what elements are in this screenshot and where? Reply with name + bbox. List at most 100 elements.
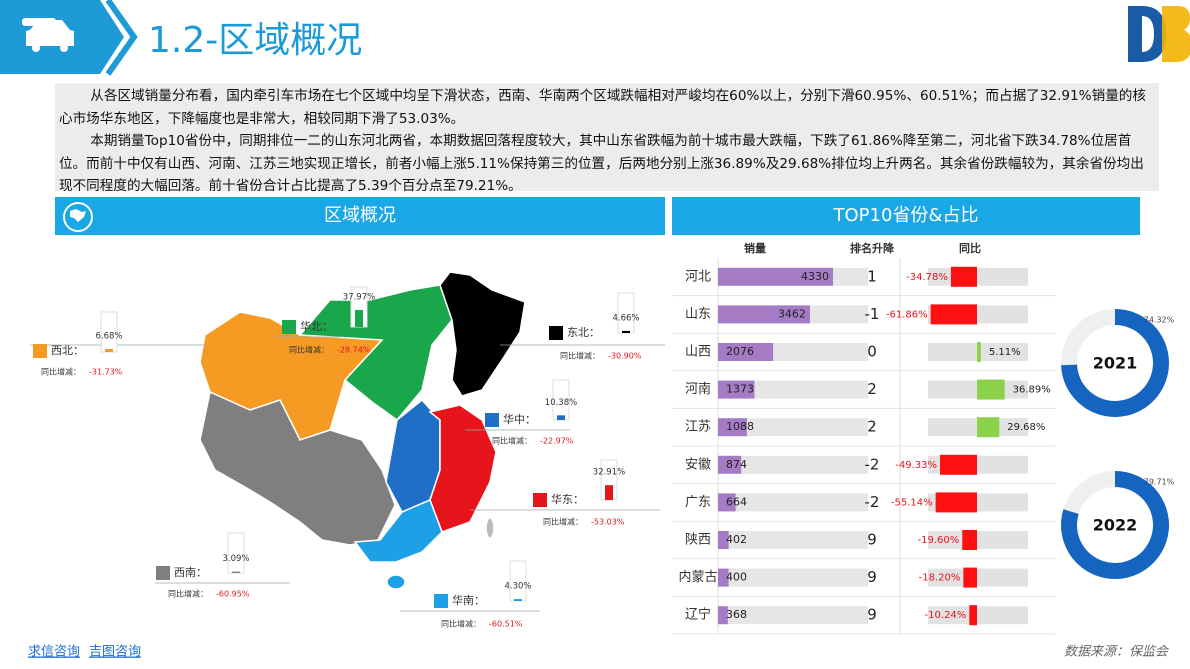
rank-change: -2 <box>865 493 880 511</box>
sales-label: 3462 <box>778 307 806 320</box>
rank-change: -2 <box>865 455 880 473</box>
sales-track <box>718 531 868 549</box>
sales-label: 874 <box>726 458 747 471</box>
map-icon <box>63 202 93 232</box>
donut-rest <box>1061 309 1115 366</box>
province: 广东 <box>685 495 711 510</box>
rank-change: 9 <box>867 531 877 549</box>
province: 河南 <box>685 381 711 397</box>
share-label: 32.91% <box>593 468 625 478</box>
sales-bar <box>718 343 774 361</box>
summary-paragraph: 本期销量Top10省份中，同期排位一二的山东河北两省，本期数据回落程度较大，其中… <box>59 133 1144 194</box>
region-swatch <box>485 413 499 427</box>
province: 陕西 <box>685 533 711 548</box>
yoy-bar <box>935 492 977 513</box>
share-label: 10.38% <box>545 398 577 408</box>
donut-label: 79.71% <box>1144 478 1175 487</box>
region-name: 西南： <box>174 566 207 579</box>
yoy-bar <box>963 567 977 588</box>
yoy-label: 29.68% <box>1007 422 1045 433</box>
change-caption: 同比增减： <box>289 345 329 355</box>
change-value: -53.03% <box>591 518 625 527</box>
share-bar <box>622 330 630 333</box>
province: 山东 <box>685 307 711 322</box>
panel-header <box>55 197 665 235</box>
region-swatch <box>549 326 563 340</box>
rank-change: -1 <box>865 305 880 323</box>
sales-bar <box>718 380 755 399</box>
header-chevron <box>105 0 138 76</box>
sales-track <box>718 493 868 512</box>
province: 江苏 <box>685 419 711 435</box>
region-name: 华南： <box>452 593 485 607</box>
rank-change: 9 <box>867 568 877 586</box>
region-name: 西北： <box>51 344 84 357</box>
province: 内蒙古 <box>678 569 717 585</box>
logo <box>1128 6 1190 62</box>
region-name: 华东： <box>551 492 584 506</box>
change-value: -60.95% <box>216 590 250 599</box>
change-caption: 同比增减： <box>492 436 532 446</box>
sales-label: 1373 <box>726 383 754 396</box>
yoy-track <box>928 606 1028 625</box>
car-icon <box>22 18 74 52</box>
sales-bar <box>718 606 728 625</box>
region-swatch <box>434 594 448 608</box>
province: 河北 <box>685 269 711 284</box>
change-value: -60.51% <box>489 620 523 629</box>
sales-label: 1088 <box>726 420 754 433</box>
sales-bar <box>718 568 729 587</box>
rank-change: 9 <box>867 606 877 624</box>
sales-bar <box>718 455 742 474</box>
panel-header <box>672 197 1140 235</box>
change-caption: 同比增减： <box>441 619 481 629</box>
share-label: 37.97% <box>343 292 375 302</box>
donut-label: 74.32% <box>1144 316 1175 325</box>
sales-track <box>718 606 868 625</box>
donut-share <box>1061 309 1170 417</box>
yoy-label: -34.78% <box>906 272 948 283</box>
share-bar <box>514 599 522 601</box>
share-label: 3.09% <box>222 554 249 564</box>
region-swatch <box>282 320 296 334</box>
change-value: -31.73% <box>89 368 123 377</box>
footer-link[interactable]: 求信咨询 <box>28 645 80 660</box>
region-name: 华中： <box>503 412 536 426</box>
region-name: 东北： <box>567 326 600 339</box>
share-bar <box>355 309 363 327</box>
yoy-bar <box>930 304 977 325</box>
change-caption: 同比增减： <box>41 367 81 377</box>
rank-change: 1 <box>867 267 877 285</box>
sales-label: 368 <box>726 608 747 621</box>
china-map <box>199 271 526 590</box>
yoy-bar <box>940 454 977 475</box>
yoy-bar <box>962 530 977 550</box>
panel-title: 区域概况 <box>324 205 396 226</box>
yoy-bar <box>969 605 977 626</box>
change-caption: 同比增减： <box>543 517 583 527</box>
rank-change: 0 <box>867 343 877 361</box>
rank-change: 2 <box>867 418 877 436</box>
sales-bar <box>718 305 810 324</box>
change-caption: 同比增减： <box>168 589 208 599</box>
region-name: 华北： <box>300 319 333 333</box>
footer-link[interactable]: 吉图咨询 <box>89 645 141 660</box>
yoy-label: -18.20% <box>919 573 961 584</box>
change-value: -30.90% <box>608 352 642 361</box>
region-swatch <box>533 493 547 507</box>
yoy-label: -55.14% <box>891 497 933 508</box>
donut-year: 2021 <box>1093 354 1138 373</box>
share-bar <box>232 571 240 573</box>
change-value: -28.74% <box>337 346 371 355</box>
yoy-label: -49.33% <box>895 460 937 471</box>
yoy-track <box>928 531 1028 549</box>
column-header: 排名升降 <box>850 241 895 255</box>
panel-title: TOP10省份&占比 <box>833 205 979 226</box>
sales-label: 664 <box>726 495 747 508</box>
share-label: 4.30% <box>504 582 531 592</box>
sales-track <box>718 380 868 399</box>
donut-rest <box>1063 471 1115 514</box>
yoy-track <box>928 568 1028 587</box>
sales-label: 402 <box>726 533 747 546</box>
